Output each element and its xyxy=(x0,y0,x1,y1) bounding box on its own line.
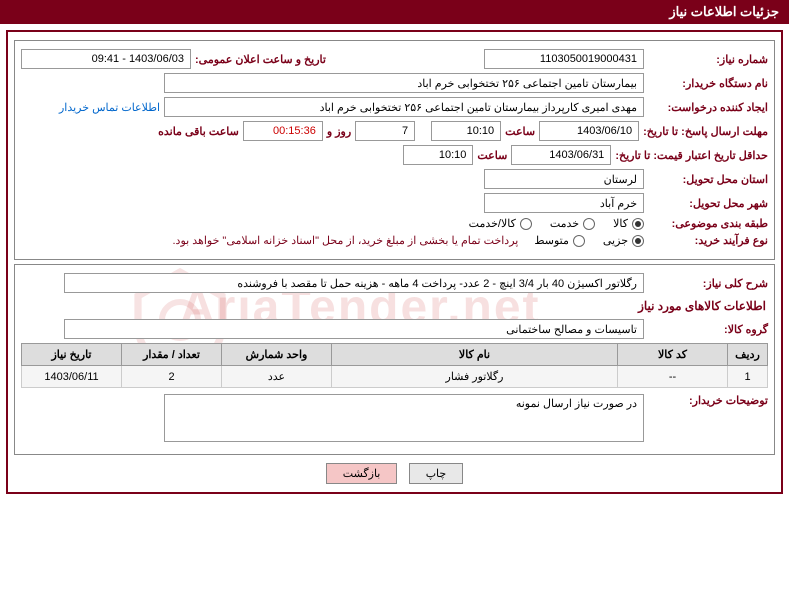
goods-group-value: تاسیسات و مصالح ساختمانی xyxy=(64,319,644,339)
days-and-label: روز و xyxy=(327,125,351,138)
radio-goods[interactable]: کالا xyxy=(613,217,644,230)
radio-medium[interactable]: متوسط xyxy=(534,234,585,247)
cell-qty: 2 xyxy=(122,366,222,388)
deadline-time-value: 10:10 xyxy=(431,121,501,141)
deadline-label: مهلت ارسال پاسخ: تا تاریخ: xyxy=(643,125,768,138)
cell-unit: عدد xyxy=(222,366,332,388)
radio-icon xyxy=(520,218,532,230)
countdown-value: 00:15:36 xyxy=(243,121,323,141)
goods-table: ردیف کد کالا نام کالا واحد شمارش تعداد /… xyxy=(21,343,768,388)
deadline-date-value: 1403/06/10 xyxy=(539,121,639,141)
city-value: خرم آباد xyxy=(484,193,644,213)
province-value: لرستان xyxy=(484,169,644,189)
radio-icon xyxy=(632,235,644,247)
table-row: 1 -- رگلاتور فشار عدد 2 1403/06/11 xyxy=(22,366,768,388)
validity-date-value: 1403/06/31 xyxy=(511,145,611,165)
purchase-type-label: نوع فرآیند خرید: xyxy=(648,234,768,247)
cell-name: رگلاتور فشار xyxy=(332,366,618,388)
validity-label: حداقل تاریخ اعتبار قیمت: تا تاریخ: xyxy=(615,149,768,162)
remaining-label: ساعت باقی مانده xyxy=(158,125,239,138)
buyer-notes-label: توضیحات خریدار: xyxy=(648,394,768,407)
need-no-value: 1103050019000431 xyxy=(484,49,644,69)
deadline-time-label: ساعت xyxy=(505,125,535,138)
requester-value: مهدی امیری کارپرداز بیمارستان تامین اجتم… xyxy=(164,97,644,117)
validity-time-value: 10:10 xyxy=(403,145,473,165)
need-no-label: شماره نیاز: xyxy=(648,53,768,66)
purchase-radio-group: جزیی متوسط xyxy=(534,234,644,247)
buyer-notes-value: در صورت نیاز ارسال نمونه xyxy=(164,394,644,442)
th-qty: تعداد / مقدار xyxy=(122,344,222,366)
buyer-contact-link[interactable]: اطلاعات تماس خریدار xyxy=(59,101,160,114)
radio-service[interactable]: خدمت xyxy=(550,217,595,230)
info-box: شماره نیاز: 1103050019000431 تاریخ و ساع… xyxy=(14,40,775,260)
th-name: نام کالا xyxy=(332,344,618,366)
announce-date-value: 1403/06/03 - 09:41 xyxy=(21,49,191,69)
th-date: تاریخ نیاز xyxy=(22,344,122,366)
cell-code: -- xyxy=(618,366,728,388)
payment-note: پرداخت تمام یا بخشی از مبلغ خرید، از محل… xyxy=(173,234,519,247)
goods-group-label: گروه کالا: xyxy=(648,323,768,336)
print-button[interactable]: چاپ xyxy=(409,463,464,484)
announce-date-label: تاریخ و ساعت اعلان عمومی: xyxy=(195,53,326,66)
province-label: استان محل تحویل: xyxy=(648,173,768,186)
main-frame: شماره نیاز: 1103050019000431 تاریخ و ساع… xyxy=(6,30,783,494)
buyer-org-label: نام دستگاه خریدار: xyxy=(648,77,768,90)
radio-goods-service[interactable]: کالا/خدمت xyxy=(469,217,532,230)
page-header: جزئیات اطلاعات نیاز xyxy=(0,0,789,24)
radio-icon xyxy=(583,218,595,230)
category-radio-group: کالا خدمت کالا/خدمت xyxy=(469,217,644,230)
th-code: کد کالا xyxy=(618,344,728,366)
cell-row: 1 xyxy=(728,366,768,388)
th-unit: واحد شمارش xyxy=(222,344,332,366)
th-row: ردیف xyxy=(728,344,768,366)
requester-label: ایجاد کننده درخواست: xyxy=(648,101,768,114)
general-desc-label: شرح کلی نیاز: xyxy=(648,277,768,290)
general-desc-value: رگلاتور اکسیژن 40 بار 3/4 اینچ - 2 عدد- … xyxy=(64,273,644,293)
buyer-org-value: بیمارستان تامین اجتماعی ۲۵۶ تختخوابی خرم… xyxy=(164,73,644,93)
cell-date: 1403/06/11 xyxy=(22,366,122,388)
radio-detail[interactable]: جزیی xyxy=(603,234,644,247)
days-value: 7 xyxy=(355,121,415,141)
radio-icon xyxy=(632,218,644,230)
goods-section-title: اطلاعات کالاهای مورد نیاز xyxy=(23,299,766,313)
radio-icon xyxy=(573,235,585,247)
city-label: شهر محل تحویل: xyxy=(648,197,768,210)
category-label: طبقه بندی موضوعی: xyxy=(648,217,768,230)
button-row: چاپ بازگشت xyxy=(14,463,775,484)
back-button[interactable]: بازگشت xyxy=(326,463,398,484)
desc-box: شرح کلی نیاز: رگلاتور اکسیژن 40 بار 3/4 … xyxy=(14,264,775,455)
validity-time-label: ساعت xyxy=(477,149,507,162)
